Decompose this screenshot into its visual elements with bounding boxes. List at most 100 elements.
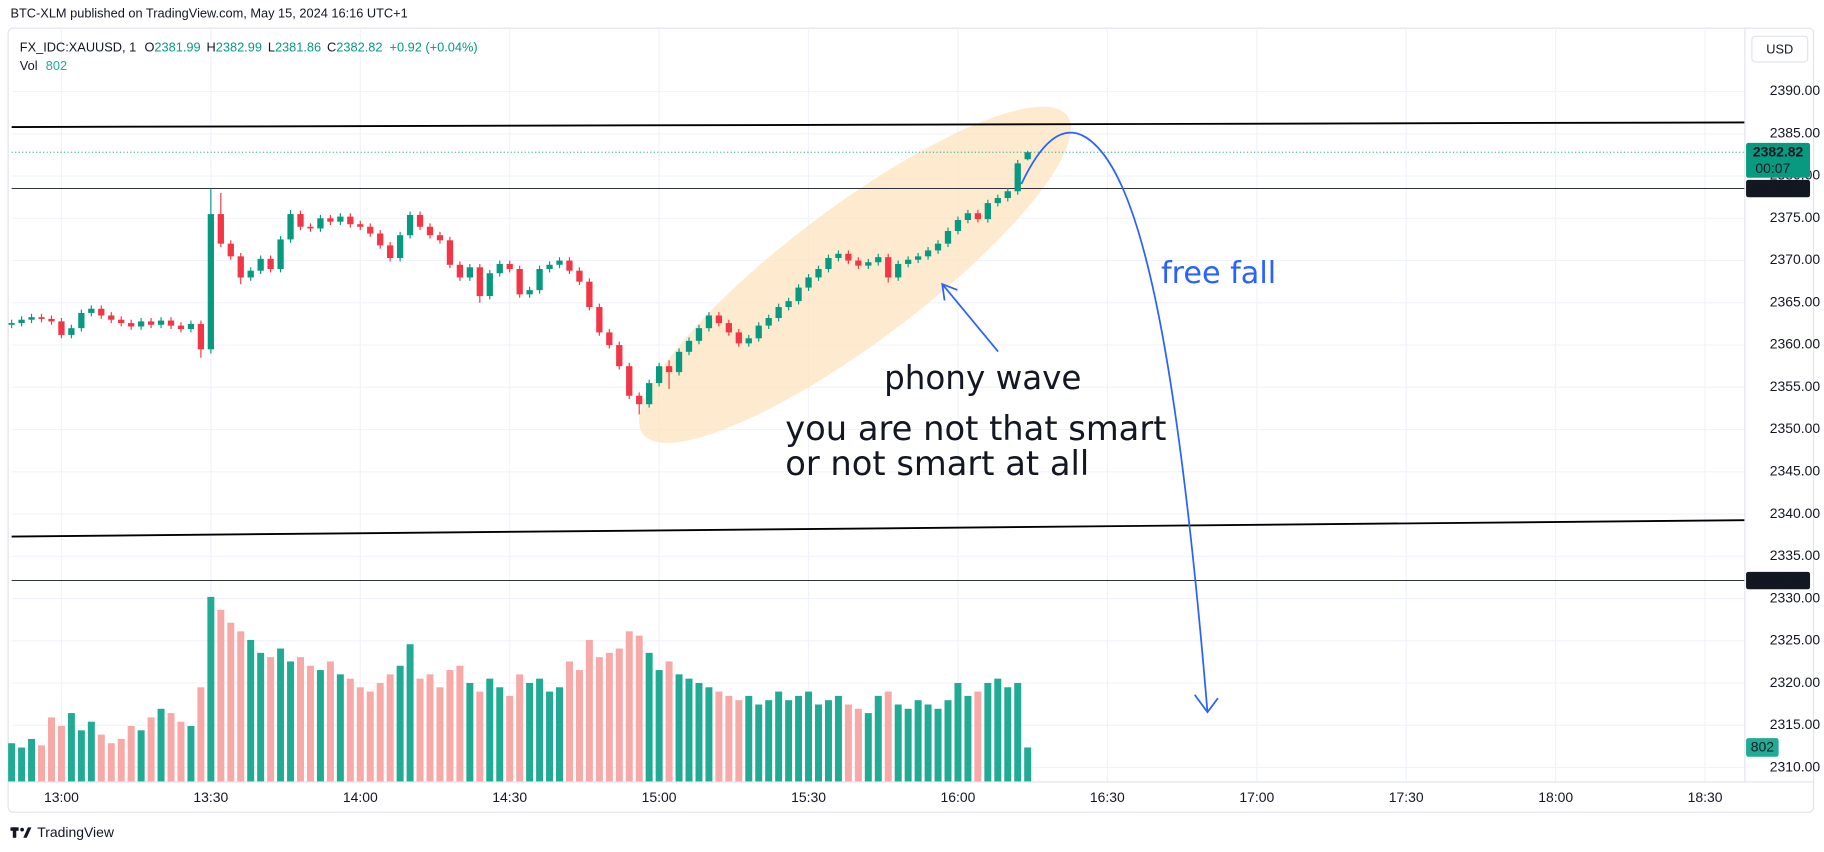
candle-body [217,214,224,244]
volume-bar [287,661,295,782]
chart-frame [7,27,1815,813]
candle-body [606,332,613,346]
candle-body [685,340,693,352]
annotation: you are not that smart [785,409,1166,448]
candle-body [506,263,513,270]
y-tick-label: 2360.00 [1770,336,1821,352]
volume-bar [277,648,285,782]
candle-body [227,243,234,257]
candle-body [646,383,653,405]
candle-body [914,256,922,260]
volume-bar [227,622,235,782]
candle-body [984,203,991,220]
volume-bar [974,691,982,782]
bar-countdown: 00:07 [1755,160,1790,176]
y-tick-label: 2320.00 [1770,674,1821,690]
volume-bar [326,661,334,782]
candle-body [576,270,583,282]
volume-bar [127,726,135,782]
volume-bar [486,678,494,782]
candle-body [1014,163,1021,192]
volume-bar [984,682,992,782]
candle-body [347,216,354,225]
candle-body [396,235,404,259]
volume-bar [964,695,972,782]
candle-body [177,325,185,330]
candle-body [357,224,364,227]
candle-body [167,320,175,326]
y-tick-label: 2370.00 [1770,251,1821,267]
currency[interactable]: USD [1766,42,1793,57]
candle-body [377,233,384,246]
candle-body [665,366,673,373]
candle-body [317,218,324,229]
x-tick-label: 15:30 [791,789,826,805]
candle-body [118,319,125,324]
volume-bar [97,734,105,782]
volume-pane [8,596,1032,782]
volume-bar [526,682,534,782]
y-tick-label: 2330.00 [1770,589,1821,605]
volume-bar [496,687,504,782]
volume-bar [436,687,444,782]
candle-body [855,260,862,266]
volume-bar [137,730,145,782]
volume-bar [824,700,832,782]
volume-bar [1004,687,1012,782]
candle-body [456,264,464,278]
volume-bar [38,745,46,782]
candle-body [277,239,284,270]
candle-body [546,264,553,270]
volume-bar [755,704,763,782]
candle-body [785,301,792,308]
volume-bar [665,661,673,782]
candle-body [725,323,732,333]
candle-body [805,277,812,288]
volume-bar [167,713,175,782]
last-price-box [1746,142,1811,178]
volume-bar [735,700,743,782]
candle-body [416,214,424,227]
x-tick-label: 17:30 [1389,789,1424,805]
volume-key: Vol [20,58,38,73]
candle-body [406,214,414,236]
volume-bar [1014,682,1022,782]
candle-body [626,366,633,396]
candle-body [287,214,294,240]
volume-bar [556,687,563,782]
currency-button[interactable] [1751,35,1809,63]
legend-change: +0.92 (+0.04%) [390,39,478,54]
arrow-head [941,282,958,301]
volume-bar [546,691,554,782]
candle-body [765,318,772,326]
brand-logo [10,827,32,838]
candle-body [885,257,892,278]
volume-bar [466,682,474,782]
volume-bar [695,682,703,782]
candle-body [675,351,683,373]
volume-bar [506,695,514,782]
candle-body [994,198,1001,204]
candle-body [1004,191,1011,199]
candle-body [247,270,254,278]
volume-bar [516,674,524,782]
candle-body [655,366,663,384]
highlight-ellipse [639,106,1071,443]
volume-bar [675,674,683,782]
candle-body [715,315,723,324]
volume-bar [1024,747,1032,782]
volume-bar [605,652,613,782]
volume-bar [306,665,314,782]
volume-bar [28,738,36,782]
candle-body [426,226,434,236]
volume-bar [77,730,85,782]
candle-body [137,321,145,327]
x-tick-label: 16:30 [1090,789,1125,805]
candle-body [934,243,942,251]
volume-bar [785,700,793,782]
volume-bar [197,687,205,782]
volume-bar [924,704,932,782]
volume-bar [346,678,354,782]
